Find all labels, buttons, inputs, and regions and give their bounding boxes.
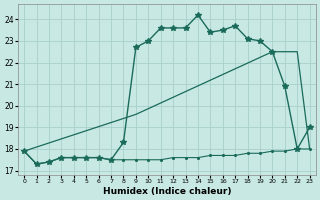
X-axis label: Humidex (Indice chaleur): Humidex (Indice chaleur) (103, 187, 231, 196)
